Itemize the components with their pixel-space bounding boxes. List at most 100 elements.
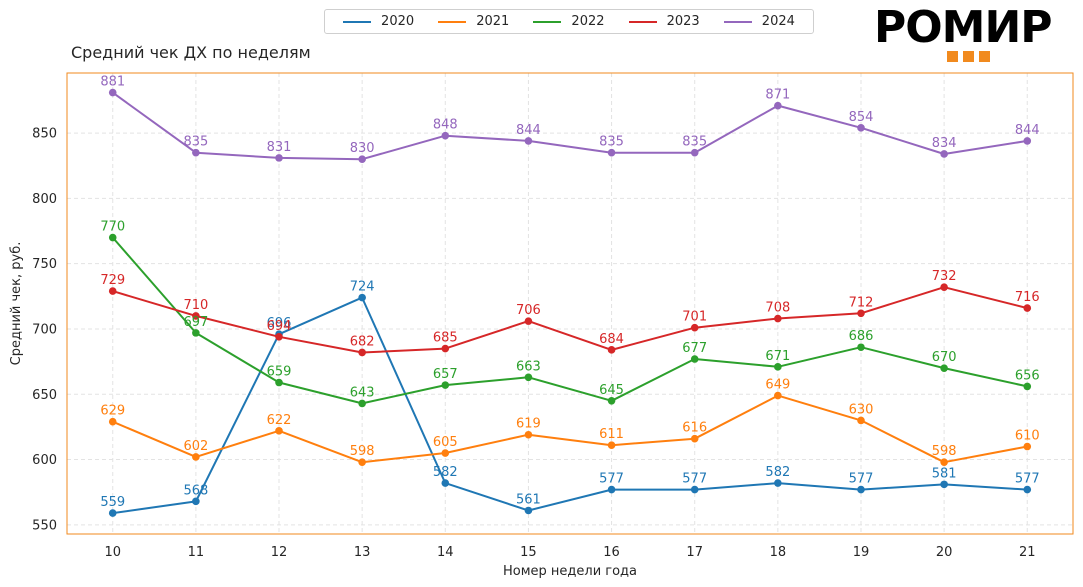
romir-logo: РОМИР [874, 6, 1066, 64]
legend-label: 2023 [666, 14, 700, 29]
data-label: 830 [350, 141, 375, 156]
data-label: 831 [267, 140, 292, 155]
data-point [1023, 137, 1032, 145]
data-point [857, 309, 865, 318]
data-label: 671 [765, 349, 790, 364]
data-point [607, 148, 616, 157]
x-axis-label: Номер недели года [503, 564, 637, 579]
data-point [275, 378, 283, 387]
y-tick-label: 750 [32, 257, 57, 272]
data-label: 854 [849, 110, 874, 125]
legend-label: 2020 [381, 14, 415, 29]
data-point [358, 155, 366, 163]
data-point [857, 416, 865, 425]
x-tick-label: 14 [437, 545, 454, 560]
data-point [358, 293, 366, 302]
data-label: 561 [516, 492, 541, 507]
series-line-2020 [112, 296, 1028, 515]
data-point [441, 381, 450, 389]
data-point [358, 458, 366, 466]
data-label: 649 [765, 378, 790, 393]
legend-swatch [343, 20, 372, 23]
data-label: 696 [267, 316, 292, 331]
legend-label: 2022 [571, 14, 605, 29]
data-label: 729 [100, 273, 125, 288]
y-tick-label: 550 [32, 518, 57, 533]
series-line-2021 [112, 394, 1028, 464]
series-line-2022 [111, 236, 1028, 405]
data-label: 582 [765, 465, 790, 480]
legend-label: 2021 [476, 14, 510, 29]
data-label: 701 [682, 310, 707, 325]
data-label: 629 [100, 404, 125, 419]
data-point [607, 441, 616, 449]
data-point [441, 479, 450, 487]
data-point [690, 434, 699, 443]
data-labels: 559 568 696 724 582 561 577 577 582 577 581 577 629 6… [100, 75, 1039, 511]
data-point [857, 485, 865, 494]
y-tick-label: 600 [32, 453, 57, 468]
data-point [857, 124, 865, 132]
data-point [441, 131, 450, 140]
data-label: 643 [350, 385, 375, 400]
legend-item-2024: 2024 [723, 14, 795, 29]
data-label: 710 [183, 298, 208, 313]
data-label: 716 [1015, 290, 1040, 305]
y-tick-label: 650 [32, 388, 57, 403]
data-label: 724 [350, 280, 375, 295]
legend-label: 2024 [761, 14, 795, 29]
series-2024 [108, 88, 1032, 163]
data-label: 835 [183, 135, 208, 150]
data-point [108, 88, 117, 97]
data-point [192, 148, 200, 157]
data-label: 708 [765, 301, 790, 316]
data-label: 834 [932, 136, 957, 151]
data-point [108, 287, 117, 295]
data-point [774, 391, 782, 400]
x-tick-label: 15 [520, 545, 537, 560]
data-point [940, 458, 948, 466]
data-label: 684 [599, 332, 624, 347]
data-point [774, 101, 782, 110]
data-point [524, 137, 533, 145]
data-point [940, 480, 948, 489]
data-label: 577 [682, 472, 707, 487]
data-point [857, 343, 865, 352]
data-label: 602 [183, 439, 208, 454]
x-tick-label: 18 [770, 545, 787, 560]
data-point [1023, 485, 1032, 494]
data-label: 598 [932, 444, 957, 459]
data-point [358, 348, 366, 357]
x-tick-label: 19 [853, 545, 870, 560]
data-label: 844 [516, 123, 541, 138]
data-point [607, 485, 616, 494]
data-point [275, 427, 283, 435]
x-tick-label: 20 [936, 545, 953, 560]
x-tick-label: 17 [686, 545, 703, 560]
y-tick-label: 850 [32, 127, 57, 142]
data-point [940, 283, 948, 291]
data-point [1023, 304, 1032, 312]
data-label: 611 [599, 427, 624, 442]
data-point [192, 312, 200, 320]
data-label: 598 [350, 444, 375, 459]
legend-item-2022: 2022 [533, 14, 605, 29]
data-point [441, 344, 450, 353]
x-tick-label: 11 [188, 545, 205, 560]
data-point [524, 373, 533, 382]
data-point [940, 364, 948, 372]
legend-item-2023: 2023 [628, 14, 700, 29]
data-point [192, 453, 200, 461]
x-tick-label: 10 [104, 545, 121, 560]
legend: 2020 2021 2022 2023 2024 [324, 9, 814, 34]
data-point [690, 355, 699, 363]
data-label: 605 [433, 435, 458, 450]
data-label: 616 [682, 421, 707, 436]
y-tick-label: 700 [32, 322, 57, 337]
data-label: 835 [599, 135, 624, 150]
data-label: 682 [350, 334, 375, 349]
legend-swatch [533, 20, 562, 23]
plot-frame [66, 72, 1074, 535]
axis-ticks: 10 11 12 13 14 15 16 17 18 19 20 21 550 600 650 700 750 8… [32, 127, 1035, 560]
